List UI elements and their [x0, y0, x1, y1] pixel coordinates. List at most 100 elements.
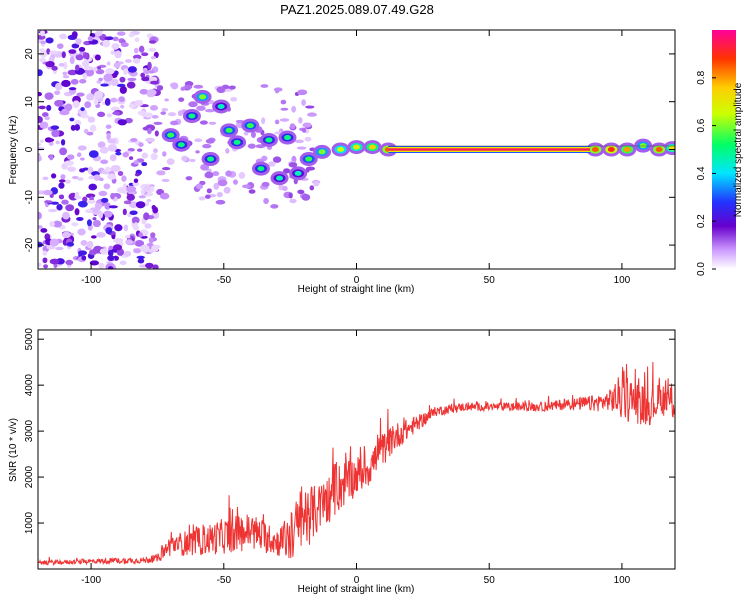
- spectrogram-marks: [38, 30, 675, 269]
- spectral-blob: [47, 138, 55, 142]
- spectral-blob: [111, 43, 120, 50]
- x-tick-label: 0: [354, 575, 360, 586]
- spectral-blob: [282, 185, 288, 192]
- spectral-blob: [193, 84, 204, 89]
- spectral-blob: [151, 114, 159, 119]
- spectral-blob: [70, 124, 76, 131]
- spectral-blob: [123, 68, 128, 75]
- spectral-blob: [309, 185, 315, 191]
- snr-x-label: Height of straight line (km): [298, 584, 415, 595]
- y-tick-label: 10: [24, 96, 35, 108]
- spectral-blob: [291, 105, 297, 113]
- spectral-blob: [107, 255, 115, 262]
- spectral-blob: [118, 96, 125, 103]
- spectral-blob: [98, 262, 105, 269]
- spectral-blob: [77, 250, 88, 256]
- spectral-blob: [129, 210, 138, 216]
- spectral-blob: [49, 238, 59, 247]
- spectral-blob: [151, 245, 159, 252]
- spectral-blob: [139, 88, 149, 95]
- spectral-blob: [104, 98, 111, 106]
- spectral-blob: [274, 88, 280, 94]
- spectral-blob: [62, 71, 68, 76]
- y-tick-label: 4000: [24, 374, 35, 397]
- spectral-blob: [145, 201, 150, 207]
- spectral-blob: [144, 223, 152, 229]
- spectral-blob: [127, 66, 137, 73]
- x-tick-label: -100: [81, 275, 101, 286]
- spectral-blob: [122, 208, 127, 216]
- spectral-blob: [98, 77, 103, 82]
- spectral-blob: [115, 151, 122, 156]
- colorbar-tick-label: 0.4: [696, 166, 707, 180]
- spectral-blob: [119, 85, 127, 94]
- spectral-blob: [44, 200, 53, 204]
- spectral-blob: [139, 244, 150, 253]
- spectral-blob: [148, 70, 155, 74]
- spectral-blob: [123, 224, 129, 232]
- spectral-blob: [199, 94, 207, 100]
- spectral-blob: [289, 198, 297, 204]
- spectral-blob: [108, 205, 118, 209]
- spectral-blob: [313, 180, 320, 187]
- spectral-blob: [92, 217, 97, 221]
- spectral-blob: [156, 170, 166, 176]
- spectral-blob: [86, 209, 93, 213]
- spectral-blob: [152, 264, 159, 269]
- snr-y-label: SNR (10 * v/v): [8, 418, 19, 482]
- spectral-blob: [156, 85, 164, 91]
- spectral-blob: [217, 103, 225, 109]
- spectral-blob: [55, 246, 64, 251]
- spectral-blob: [106, 132, 111, 141]
- spectral-blob: [38, 142, 42, 147]
- spectral-blob: [80, 114, 90, 119]
- spectral-blob: [133, 160, 140, 165]
- spectral-blob: [40, 228, 48, 233]
- spectral-blob: [42, 257, 48, 264]
- spectral-blob: [88, 150, 99, 158]
- spectral-blob: [177, 142, 185, 148]
- spectral-blob: [148, 40, 157, 44]
- spectral-blob: [178, 97, 185, 102]
- spectral-blob: [77, 152, 82, 158]
- spectral-blob: [72, 175, 79, 180]
- spectral-blob: [206, 168, 212, 173]
- spectral-blob: [75, 38, 82, 45]
- spectral-blob: [64, 179, 71, 184]
- spectral-blob: [235, 119, 245, 124]
- spectral-blob: [81, 60, 90, 68]
- spectral-blob: [138, 142, 144, 147]
- colorbar: 0.0 0.2 0.4 0.6 0.8 Normalized spectral ampl…: [696, 30, 744, 276]
- spectral-blob: [59, 110, 70, 116]
- spectral-blob: [243, 131, 249, 136]
- spectral-blob: [196, 105, 206, 111]
- spectral-blob: [42, 189, 53, 196]
- spectral-blob: [204, 108, 215, 113]
- spectral-blob: [60, 174, 66, 180]
- spectral-blob: [143, 70, 150, 75]
- spectral-blob: [68, 49, 77, 54]
- spectral-blob: [195, 150, 200, 154]
- spectral-blob: [283, 135, 291, 141]
- spectral-blob: [188, 101, 198, 108]
- x-tick-label: 50: [484, 575, 496, 586]
- spectral-blob: [154, 130, 159, 137]
- spectral-blob: [105, 68, 115, 75]
- spectral-blob: [38, 241, 43, 248]
- spectral-blob: [126, 81, 136, 89]
- spectral-blob: [117, 119, 127, 126]
- spectral-blob: [305, 166, 316, 171]
- spectral-blob: [255, 144, 266, 149]
- x-tick-label: 100: [614, 575, 631, 586]
- spectral-blob: [99, 177, 104, 182]
- spectral-blob: [63, 61, 68, 70]
- spectral-blob: [180, 86, 186, 91]
- y-tick-label: 0: [24, 146, 35, 152]
- spectral-blob: [69, 56, 75, 65]
- spectral-blob: [106, 36, 114, 41]
- spectral-blob: [83, 66, 94, 71]
- spectral-blob: [200, 180, 206, 186]
- spectral-blob: [98, 210, 104, 219]
- spectral-blob: [133, 57, 141, 64]
